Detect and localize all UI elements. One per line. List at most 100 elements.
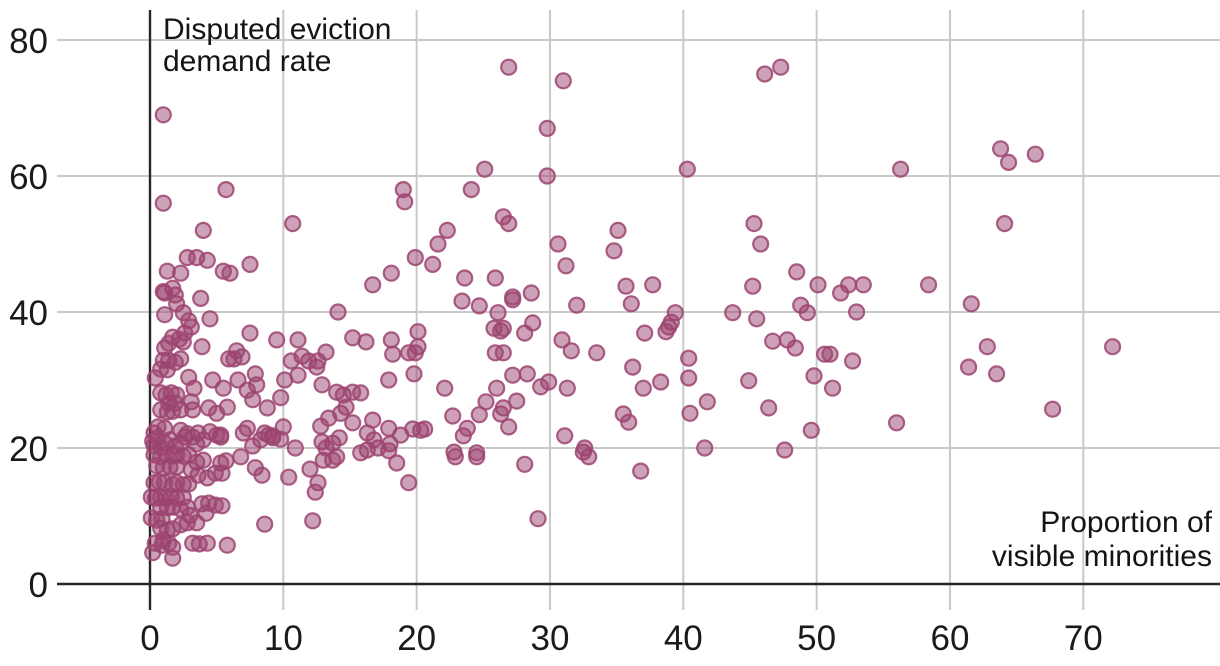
vertical-gridlines — [282, 10, 1085, 610]
data-point — [234, 424, 252, 442]
data-point — [978, 338, 996, 356]
data-point — [477, 393, 495, 411]
y-axis-tick-labels: 0 20 40 60 80 — [9, 22, 48, 605]
data-point — [194, 451, 212, 469]
data-point — [991, 140, 1010, 158]
scatter-points — [142, 58, 1122, 567]
data-point — [272, 389, 290, 407]
data-point — [504, 291, 522, 309]
data-point — [458, 419, 476, 437]
data-point — [516, 324, 534, 342]
data-point — [1103, 338, 1122, 356]
data-point — [580, 448, 598, 466]
data-point — [959, 358, 978, 376]
data-point — [617, 277, 635, 295]
data-point — [500, 58, 518, 76]
data-point — [317, 343, 335, 361]
data-point — [456, 269, 474, 287]
data-point — [809, 276, 827, 294]
data-point — [788, 263, 806, 281]
data-point — [489, 304, 507, 322]
data-point — [233, 348, 251, 366]
data-point — [678, 160, 696, 178]
data-point — [468, 448, 486, 466]
data-point — [624, 358, 642, 376]
x-axis-title-line1: Proportion of — [1040, 506, 1212, 539]
data-point — [1026, 145, 1044, 163]
data-point — [192, 289, 210, 307]
data-point — [156, 306, 174, 324]
y-tick-label: 0 — [29, 566, 48, 605]
data-point — [522, 284, 540, 302]
data-point — [680, 369, 698, 387]
data-point — [538, 119, 556, 137]
data-point — [324, 451, 342, 469]
data-point — [854, 276, 872, 294]
data-point — [409, 338, 427, 356]
data-point — [268, 331, 286, 349]
data-point — [232, 448, 250, 466]
data-point — [752, 235, 770, 253]
data-point — [636, 324, 654, 342]
data-point — [198, 251, 216, 269]
data-point — [172, 264, 190, 282]
data-point — [357, 333, 375, 351]
data-point — [212, 428, 230, 446]
data-point — [258, 399, 276, 417]
data-point — [995, 215, 1014, 233]
data-point — [406, 249, 424, 267]
data-point — [217, 181, 235, 199]
data-point — [823, 379, 842, 397]
data-point — [213, 464, 231, 482]
data-point — [364, 276, 382, 294]
data-point — [184, 401, 202, 419]
data-point — [194, 221, 212, 239]
x-tick-label: 20 — [397, 619, 436, 658]
data-point — [504, 366, 522, 384]
data-point — [538, 167, 556, 185]
data-point — [724, 304, 742, 322]
y-tick-label: 20 — [9, 430, 48, 469]
data-point — [622, 295, 640, 313]
data-point — [304, 512, 322, 530]
data-point — [962, 295, 980, 313]
data-point — [494, 319, 512, 337]
data-point — [488, 379, 506, 397]
data-point — [557, 257, 575, 275]
data-point — [529, 510, 547, 528]
data-point — [221, 264, 239, 282]
data-point — [409, 323, 427, 341]
data-point — [748, 310, 766, 328]
data-point — [802, 421, 820, 439]
data-point — [313, 376, 331, 394]
data-point — [681, 404, 699, 422]
data-point — [193, 338, 211, 356]
data-point — [168, 458, 186, 476]
data-point — [919, 276, 938, 294]
data-point — [146, 369, 164, 387]
x-tick-label: 40 — [664, 619, 703, 658]
x-tick-label: 10 — [264, 619, 303, 658]
x-tick-label: 70 — [1064, 619, 1103, 658]
y-tick-label: 40 — [9, 294, 48, 333]
data-point — [470, 406, 488, 424]
data-point — [776, 441, 794, 459]
data-point — [241, 255, 259, 273]
data-point — [696, 439, 714, 457]
data-point — [272, 430, 290, 448]
data-point — [620, 413, 638, 431]
data-point — [329, 303, 347, 321]
data-point — [330, 429, 348, 447]
data-point — [416, 420, 434, 438]
data-point — [164, 549, 182, 567]
data-point — [424, 255, 442, 273]
data-point — [500, 418, 518, 436]
data-point — [382, 264, 400, 282]
data-point — [352, 384, 370, 402]
data-point — [698, 393, 716, 411]
data-point — [657, 323, 675, 341]
data-point — [760, 399, 778, 417]
data-point — [508, 392, 526, 410]
data-point — [400, 474, 418, 492]
